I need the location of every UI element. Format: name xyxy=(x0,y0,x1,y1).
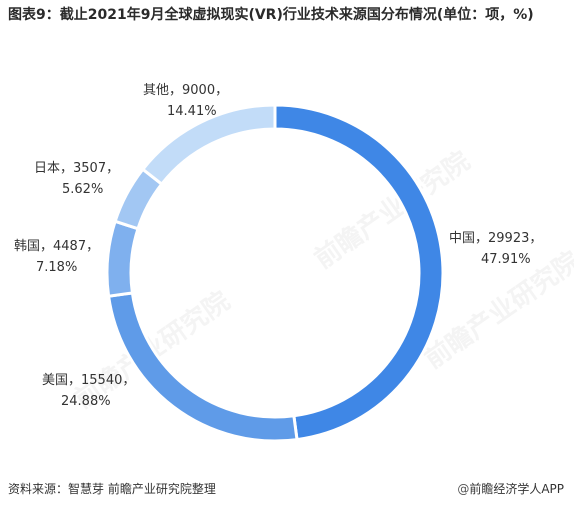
donut-slice-1 xyxy=(106,291,299,443)
slices-group xyxy=(105,103,445,443)
brand-text: 前瞻经济学人APP xyxy=(469,482,564,496)
slice-label-usa-percent: 24.88% xyxy=(61,394,111,409)
slice-label-other: 其他，9000， xyxy=(143,83,228,98)
donut-slice-2 xyxy=(105,219,140,298)
slice-label-japan-percent: 5.62% xyxy=(62,182,103,197)
slice-label-usa: 美国，15540， xyxy=(42,373,135,388)
slice-label-japan: 日本，3507， xyxy=(34,161,119,176)
slice-label-china-percent: 47.91% xyxy=(481,252,531,267)
slice-label-other-percent: 14.41% xyxy=(167,104,217,119)
brand-logo-icon: @ xyxy=(457,482,470,496)
source-note: 资料来源：智慧芽 前瞻产业研究院整理 xyxy=(8,482,216,496)
brand-mark: @前瞻经济学人APP xyxy=(457,480,564,497)
donut-slice-0 xyxy=(273,103,445,442)
donut-slice-4 xyxy=(140,103,277,187)
chart-title: 图表9：截止2021年9月全球虚拟现实(VR)行业技术来源国分布情况(单位：项，… xyxy=(8,7,534,23)
slice-label-china: 中国，29923， xyxy=(449,231,542,246)
slice-label-korea: 韩国，4487， xyxy=(14,239,99,254)
slice-label-korea-percent: 7.18% xyxy=(36,260,77,275)
